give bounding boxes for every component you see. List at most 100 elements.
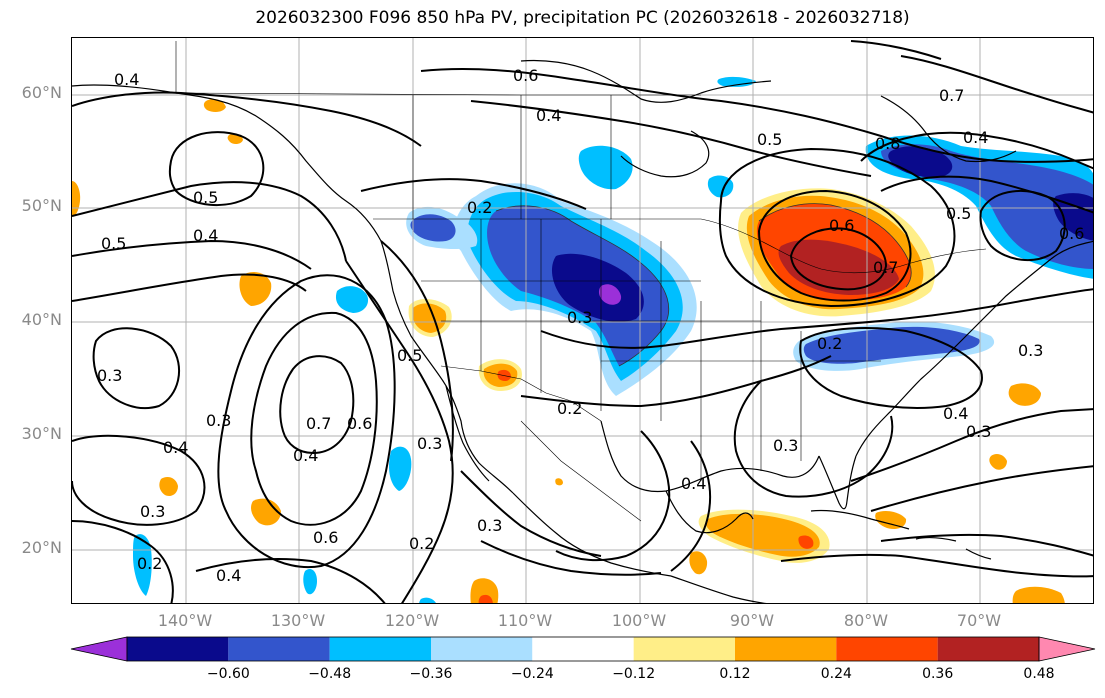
contour-label: 0.4 <box>193 226 218 245</box>
neg-region-northern-plains-core <box>551 253 644 322</box>
contour-label: 0.5 <box>757 130 782 149</box>
contour-label: 0.3 <box>140 502 165 521</box>
lon-label-70w: 70°W <box>956 611 1002 630</box>
pos-region-pacific-left <box>72 181 81 217</box>
contour-label: 0.6 <box>829 216 854 235</box>
contour-label: 0.4 <box>216 566 241 585</box>
colorbar-tick-label: 0.24 <box>820 666 852 682</box>
colorbar-tick-label: −0.48 <box>308 666 352 682</box>
contour-label: 0.7 <box>939 86 964 105</box>
coast-hudson <box>620 130 710 178</box>
colorbar-tick-label: −0.12 <box>612 666 656 682</box>
coast-west <box>380 240 514 494</box>
contour-labels: 0.4 0.6 0.4 0.5 0.8 0.7 0.4 0.5 0.4 0.5 … <box>97 66 1084 585</box>
contour-label: 0.4 <box>943 404 968 423</box>
contour-label: 0.4 <box>163 438 188 457</box>
contour-southeast-1 <box>733 380 894 498</box>
contour-label: 0.6 <box>313 528 338 547</box>
contour-north-east-1 <box>900 55 1093 114</box>
colorbar-tick-label: 0.36 <box>922 666 954 682</box>
lon-label-110w: 110°W <box>497 611 553 630</box>
neg-region-california <box>335 286 369 313</box>
pv-contours <box>72 40 1093 603</box>
coast-east <box>855 258 1052 457</box>
colorbar-cell <box>937 637 1039 661</box>
contour-pacific-low-mid <box>250 311 378 526</box>
coast-cuba <box>810 509 910 530</box>
contour-west-coast-2 <box>380 240 454 462</box>
contour-label: 0.3 <box>773 436 798 455</box>
contour-gulf-1 <box>555 430 671 562</box>
contour-north-canada-2 <box>470 100 872 177</box>
lat-label-30n: 30°N <box>21 424 62 443</box>
contour-pacific-north <box>72 181 347 262</box>
contour-label: 0.5 <box>397 346 422 365</box>
lon-label-120w: 120°W <box>384 611 440 630</box>
coast-arctic <box>520 59 772 103</box>
contour-label: 0.7 <box>873 258 898 277</box>
contour-us-mid-1 <box>540 288 1093 349</box>
colorbar-tick-label: 0.12 <box>719 666 751 682</box>
contour-label: 0.5 <box>101 234 126 253</box>
colorbar-outline <box>126 636 1040 662</box>
contour-pacific-north3 <box>72 273 307 302</box>
neg-region-labrador-core-east <box>1053 193 1093 241</box>
precip-negative-shading <box>133 76 1093 603</box>
contour-caribbean-2 <box>880 533 1093 557</box>
contour-canada-low <box>718 147 956 308</box>
contour-labrador-1 <box>860 131 1093 170</box>
contour-caribbean-1 <box>780 553 1093 578</box>
contour-atlantic-2 <box>870 465 1093 512</box>
pos-region-oregon-orange <box>412 303 447 333</box>
contour-mexico-1 <box>460 470 602 557</box>
colorbar-tick-label: −0.60 <box>206 666 250 682</box>
contour-gulf-alaska-loop <box>168 131 265 207</box>
pos-region-pacific-west <box>239 271 272 306</box>
border-territories <box>175 92 701 96</box>
neg-region-pacific-south2 <box>303 569 317 595</box>
colorbar-cell <box>836 637 938 661</box>
pos-region-caribbean <box>875 511 907 529</box>
contour-label: 0.3 <box>567 308 592 327</box>
contour-north-canada-3 <box>360 178 587 210</box>
coast-mexico-pacific <box>512 492 672 577</box>
lat-label-50n: 50°N <box>21 196 62 215</box>
colorbar-extend-low <box>70 636 128 662</box>
map-canvas: 0.4 0.6 0.4 0.5 0.8 0.7 0.4 0.5 0.4 0.5 … <box>72 38 1093 603</box>
contour-label: 0.3 <box>97 366 122 385</box>
pos-region-central-america <box>689 551 708 575</box>
colorbar-cell <box>228 637 330 661</box>
pos-region-pacific-far <box>159 477 178 496</box>
outline-northern-plains <box>495 205 669 367</box>
contour-canada-low-core <box>789 227 888 291</box>
contour-label: 0.4 <box>963 128 988 147</box>
pos-region-atlantic-se <box>1012 586 1065 603</box>
lat-label-20n: 20°N <box>21 538 62 557</box>
contour-canada-low-inner <box>757 189 912 302</box>
coastlines <box>72 59 1093 603</box>
pos-region-atlantic <box>1008 383 1041 406</box>
contour-label: 0.2 <box>557 399 582 418</box>
contour-label: 0.3 <box>1018 341 1043 360</box>
contour-label: 0.3 <box>966 422 991 441</box>
pos-region-gulf-of-alaska <box>203 99 226 112</box>
neg-region-ohio-valley-inner <box>803 326 980 364</box>
border-canada-us <box>373 218 987 274</box>
colorbar-extend-high <box>1038 636 1096 662</box>
coast-alaska-gulf <box>72 84 382 242</box>
neg-region-pacific-nw-inner <box>410 214 456 242</box>
contour-label: 0.6 <box>1059 224 1084 243</box>
contour-labrador-loop <box>979 190 1066 262</box>
contour-label: 0.4 <box>114 70 139 89</box>
lon-label-140w: 140°W <box>157 611 213 630</box>
contour-label: 0.2 <box>467 198 492 217</box>
contour-pacific-west-loop <box>92 327 180 409</box>
contour-us-east-loop <box>799 327 983 409</box>
contour-label: 0.5 <box>193 188 218 207</box>
map-panel: 0.4 0.6 0.4 0.5 0.8 0.7 0.4 0.5 0.4 0.5 … <box>71 37 1094 604</box>
coast-hispaniola <box>915 536 957 542</box>
contour-label: 0.6 <box>513 66 538 85</box>
contour-label: 0.3 <box>477 516 502 535</box>
colorbar-tick-label: 0.48 <box>1023 666 1055 682</box>
pos-region-mexico-south-red <box>478 594 493 603</box>
